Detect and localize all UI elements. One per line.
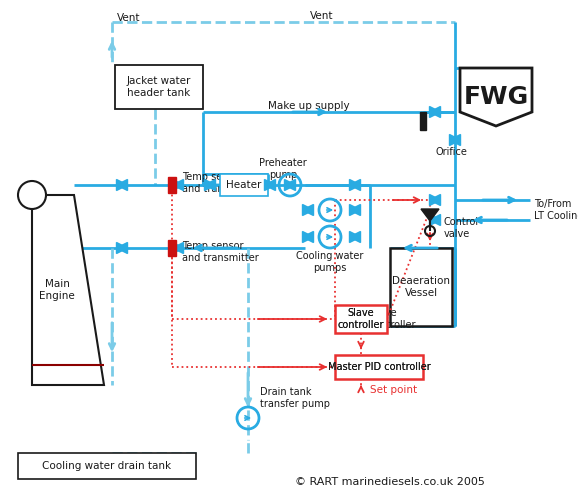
Polygon shape bbox=[172, 242, 183, 254]
Circle shape bbox=[18, 181, 46, 209]
Polygon shape bbox=[172, 180, 183, 190]
Text: Cooling water drain tank: Cooling water drain tank bbox=[42, 461, 172, 471]
Bar bbox=[168, 240, 176, 256]
Text: Master PID controller: Master PID controller bbox=[328, 362, 431, 372]
Polygon shape bbox=[302, 204, 313, 216]
Polygon shape bbox=[429, 194, 440, 205]
Text: Main
Engine: Main Engine bbox=[39, 279, 75, 301]
Bar bbox=[18, 453, 196, 479]
Text: Deaeration
Vessel: Deaeration Vessel bbox=[392, 276, 450, 298]
Polygon shape bbox=[350, 232, 361, 242]
Polygon shape bbox=[302, 232, 313, 242]
Polygon shape bbox=[284, 180, 295, 190]
Polygon shape bbox=[205, 180, 216, 190]
Text: To/From
LT Cooling: To/From LT Cooling bbox=[534, 199, 578, 221]
Bar bbox=[115, 65, 203, 109]
Text: Slave
controller: Slave controller bbox=[338, 308, 384, 330]
Polygon shape bbox=[32, 195, 104, 385]
Text: © RART marinediesels.co.uk 2005: © RART marinediesels.co.uk 2005 bbox=[295, 477, 485, 487]
Polygon shape bbox=[117, 242, 128, 254]
Polygon shape bbox=[117, 242, 128, 254]
Polygon shape bbox=[350, 232, 361, 242]
Polygon shape bbox=[350, 204, 361, 216]
Polygon shape bbox=[172, 242, 183, 254]
Polygon shape bbox=[450, 134, 461, 145]
Polygon shape bbox=[302, 204, 313, 216]
Text: Make up supply: Make up supply bbox=[268, 101, 350, 111]
Text: Vent: Vent bbox=[117, 13, 140, 23]
Polygon shape bbox=[429, 214, 440, 226]
Text: FWG: FWG bbox=[464, 85, 529, 109]
Text: Master PID controller: Master PID controller bbox=[328, 362, 431, 372]
Text: Drain tank
transfer pump: Drain tank transfer pump bbox=[260, 387, 330, 409]
Bar bbox=[390, 248, 452, 326]
Text: Control
valve: Control valve bbox=[444, 217, 479, 239]
Bar bbox=[420, 112, 426, 130]
Text: Jacket water
header tank: Jacket water header tank bbox=[127, 76, 191, 98]
Polygon shape bbox=[265, 180, 276, 190]
Text: Temp sensor
and transmitter: Temp sensor and transmitter bbox=[182, 241, 259, 263]
Polygon shape bbox=[172, 180, 183, 190]
Polygon shape bbox=[450, 134, 461, 145]
Text: Vent: Vent bbox=[310, 11, 334, 21]
Polygon shape bbox=[284, 180, 295, 190]
Text: Heater: Heater bbox=[227, 180, 262, 190]
Polygon shape bbox=[429, 214, 440, 226]
Polygon shape bbox=[429, 106, 440, 118]
Polygon shape bbox=[117, 180, 128, 190]
Polygon shape bbox=[429, 106, 440, 118]
Text: Slave
controller: Slave controller bbox=[338, 308, 384, 330]
Polygon shape bbox=[117, 180, 128, 190]
Polygon shape bbox=[350, 204, 361, 216]
Polygon shape bbox=[429, 194, 440, 205]
Polygon shape bbox=[421, 209, 439, 221]
Polygon shape bbox=[460, 68, 532, 126]
Bar bbox=[220, 174, 268, 196]
Text: Slave
controller: Slave controller bbox=[370, 308, 417, 330]
Polygon shape bbox=[350, 180, 361, 190]
Polygon shape bbox=[350, 180, 361, 190]
Polygon shape bbox=[205, 180, 216, 190]
Bar bbox=[168, 177, 176, 193]
Polygon shape bbox=[302, 232, 313, 242]
Text: Cooling water
pumps: Cooling water pumps bbox=[297, 251, 364, 273]
Text: Temp sensor
and transmitter: Temp sensor and transmitter bbox=[182, 172, 259, 194]
Text: Preheater
pump: Preheater pump bbox=[259, 158, 307, 180]
Text: Orifice: Orifice bbox=[436, 147, 468, 157]
Bar bbox=[335, 355, 423, 379]
Polygon shape bbox=[265, 180, 276, 190]
Text: Set point: Set point bbox=[370, 385, 417, 395]
Bar bbox=[335, 305, 387, 333]
